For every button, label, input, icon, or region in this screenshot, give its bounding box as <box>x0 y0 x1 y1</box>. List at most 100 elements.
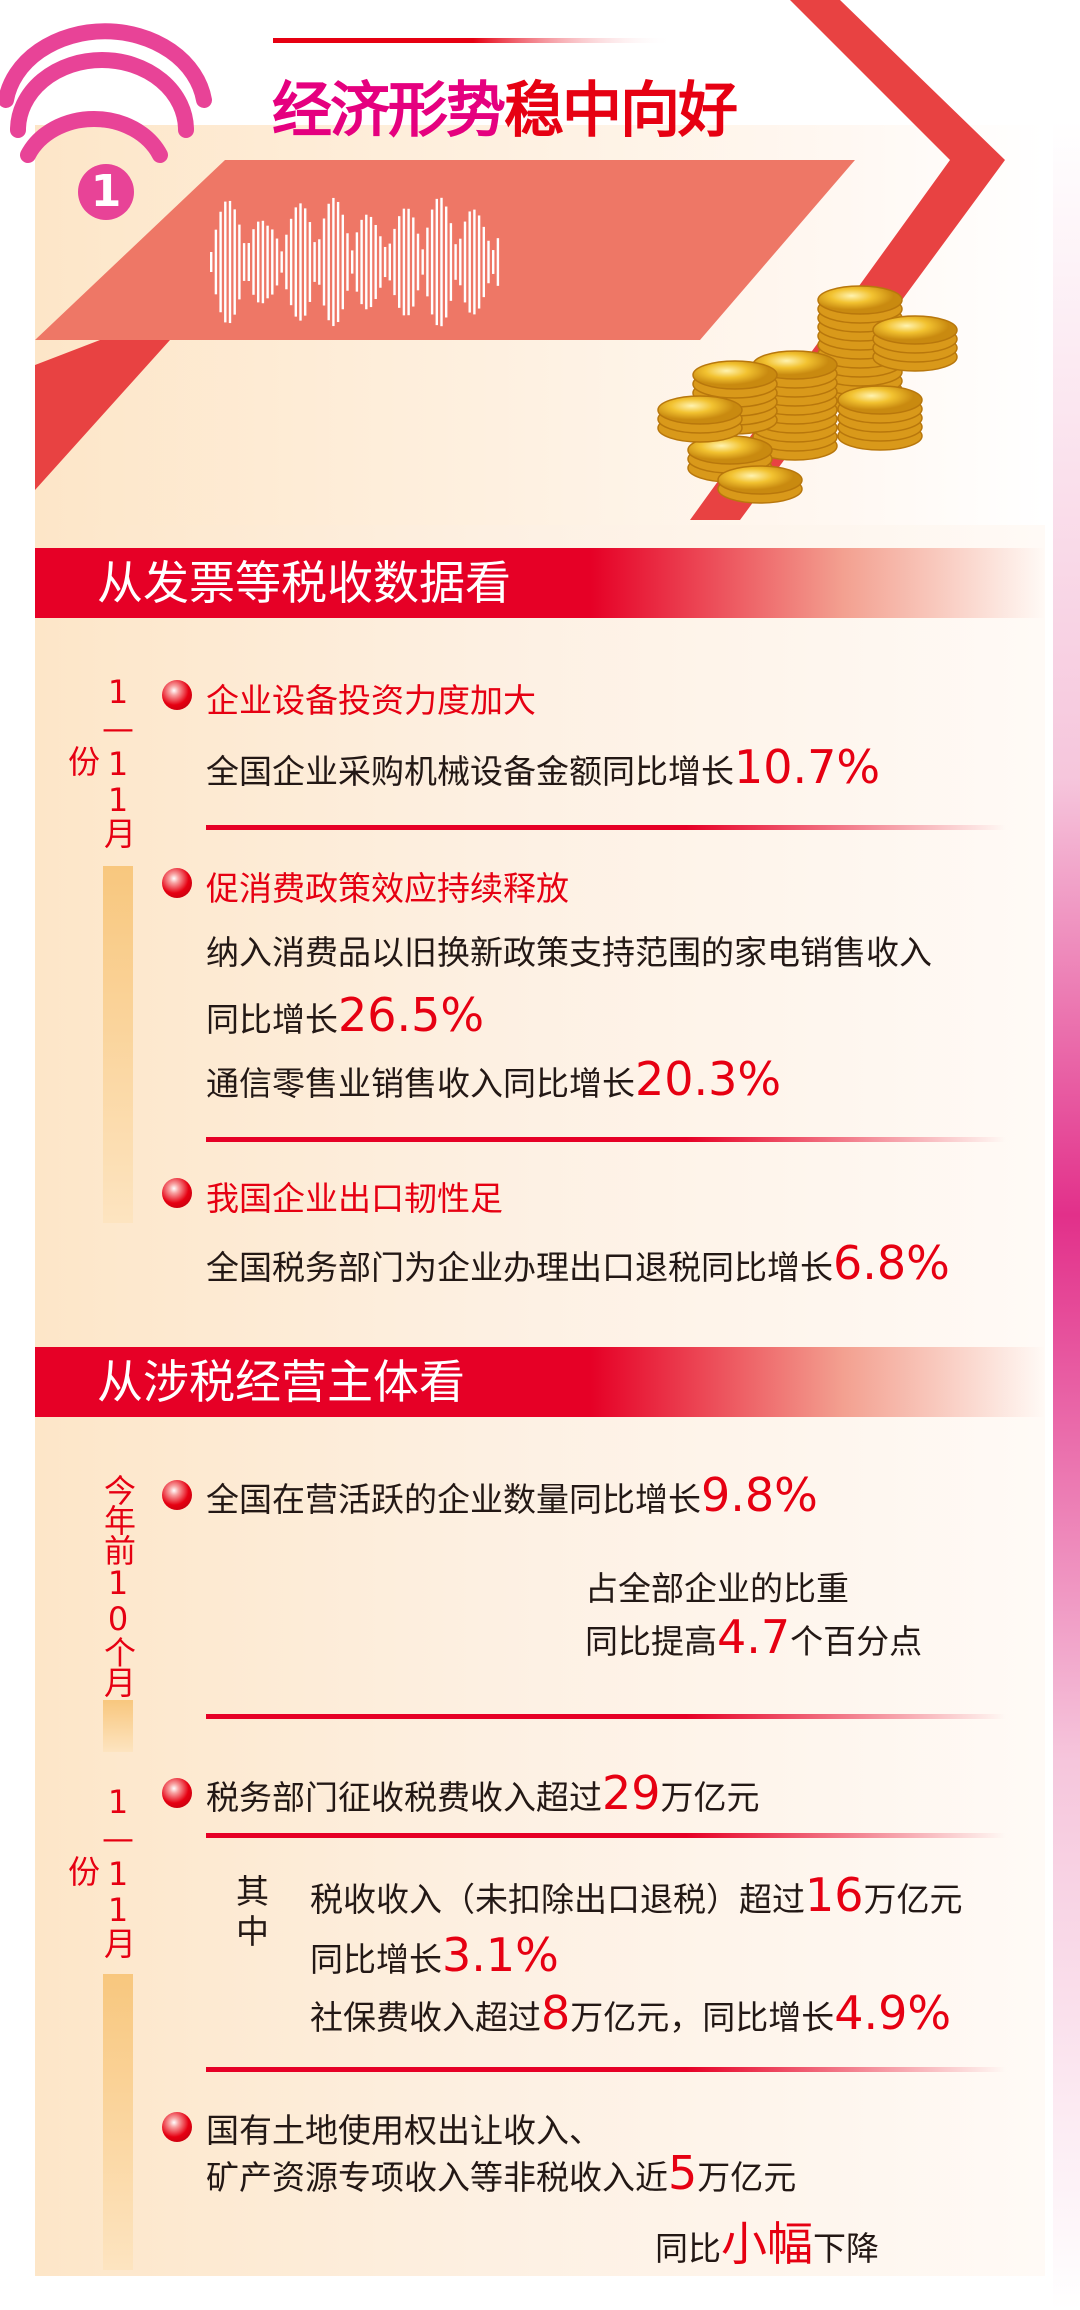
wave-bar <box>374 224 377 300</box>
header-graphic <box>0 0 1005 520</box>
divider <box>206 825 1006 830</box>
wave-bar <box>388 243 391 281</box>
wave-bar <box>360 219 363 305</box>
bullet-icon <box>162 1480 192 1510</box>
wave-bar <box>233 209 236 315</box>
wave-bar <box>257 221 260 303</box>
coin <box>692 360 778 390</box>
item-line: 纳入消费品以旧换新政策支持范围的家电销售收入 <box>206 933 932 972</box>
wave-bar <box>304 208 307 316</box>
wave-bar <box>365 214 368 310</box>
wave-bar <box>383 246 387 278</box>
divider <box>206 1833 1006 1838</box>
wave-bar <box>463 221 467 303</box>
item-line: 矿产资源专项收入等非税收入近5万亿元 <box>206 2146 797 2200</box>
wave-bar <box>313 242 316 282</box>
item-line: 全国税务部门为企业办理出口退税同比增长6.8% <box>206 1236 950 1290</box>
wave-bar <box>346 233 349 291</box>
wave-bar <box>393 228 396 296</box>
wave-bar <box>322 218 326 306</box>
wave-bar <box>285 234 288 290</box>
item-line: 占全部企业的比重 <box>585 1569 849 1608</box>
wave-bar <box>435 198 438 326</box>
wave-bar <box>228 200 232 324</box>
bullet-icon <box>162 1178 192 1208</box>
coin <box>872 315 958 345</box>
bullet-icon <box>162 868 192 898</box>
wave-bar <box>336 201 340 323</box>
period-label: 1—11月份 <box>63 673 137 847</box>
item-line: 社保费收入超过8万亿元，同比增长4.9% <box>310 1986 952 2040</box>
period-bar <box>103 1974 133 2270</box>
wave-bar <box>210 252 213 272</box>
bullet-icon <box>162 680 192 710</box>
wave-bar <box>426 227 429 297</box>
wave-bar <box>327 203 330 321</box>
sound-wave-icon <box>210 197 500 327</box>
item-line: 国有土地使用权出让收入、 <box>206 2111 602 2150</box>
wave-bar <box>482 226 485 298</box>
page-title: 经济形势稳中向好 <box>272 76 738 146</box>
item-line: 全国企业采购机械设备金额同比增长10.7% <box>206 740 881 794</box>
content-panel <box>35 330 1045 2276</box>
period-label: 1—11月份 <box>63 1783 137 1957</box>
wave-bar <box>294 207 297 317</box>
side-decoration-strip <box>1053 120 1080 2310</box>
bullet-icon <box>162 2112 192 2142</box>
wave-bar <box>351 250 354 274</box>
coin <box>717 465 803 495</box>
wave-bar <box>318 239 321 285</box>
wave-bar <box>341 214 344 310</box>
item-line: 同比提高4.7个百分点 <box>585 1610 923 1664</box>
wave-bar <box>496 238 500 286</box>
item-line: 通信零售业销售收入同比增长20.3% <box>206 1052 782 1106</box>
section-number-badge: 1 <box>78 164 134 220</box>
wave-bar <box>487 240 490 284</box>
bullet-icon <box>162 1778 192 1808</box>
divider <box>206 1137 1006 1142</box>
wave-bar <box>224 201 227 323</box>
wave-bar <box>440 197 443 327</box>
gold-coins-icon <box>657 285 958 504</box>
wave-bar <box>492 250 495 274</box>
item-line: 税收收入（未扣除出口退税）超过16万亿元 <box>310 1868 963 1922</box>
coin <box>817 285 903 315</box>
chevron-arrow-icon <box>690 0 1005 520</box>
wave-bar <box>289 218 293 306</box>
wave-bar <box>219 211 222 313</box>
item-line: 同比小幅下降 <box>655 2217 879 2271</box>
item-line: 同比增长26.5% <box>206 988 485 1042</box>
wave-bar <box>398 216 401 308</box>
wave-bar <box>449 223 453 301</box>
item-heading: 促消费政策效应持续释放 <box>206 869 569 908</box>
divider <box>206 1714 1006 1719</box>
wave-bar <box>242 243 246 281</box>
wave-bar <box>332 197 335 327</box>
wave-bar <box>454 244 457 280</box>
signal-icon <box>0 23 212 163</box>
wave-bar <box>214 229 218 295</box>
wave-bar <box>412 217 415 307</box>
item-line: 全国在营活跃的企业数量同比增长9.8% <box>206 1468 818 1522</box>
wave-bar <box>266 225 269 299</box>
of-which-label: 其中 <box>236 1872 269 1951</box>
wave-bar <box>308 222 312 302</box>
item-line: 税务部门征收税费收入超过29万亿元 <box>206 1766 760 1820</box>
section-banner-invoice: 从发票等税收数据看 <box>35 548 1045 618</box>
coin <box>657 395 743 425</box>
period-label: 今年前10个月 <box>99 1474 137 1696</box>
wave-bar <box>280 251 283 273</box>
wave-bar <box>407 208 410 316</box>
wave-bar <box>416 233 420 291</box>
divider <box>206 2067 1006 2072</box>
wave-bar <box>421 249 424 275</box>
period-bar <box>103 866 133 1223</box>
wave-bar <box>247 243 250 281</box>
wave-bar <box>473 209 476 315</box>
item-line: 同比增长3.1% <box>310 1928 559 1982</box>
period-bar <box>103 1700 133 1752</box>
wave-bar <box>459 238 462 286</box>
wave-bar <box>275 238 279 286</box>
wave-bar <box>355 232 359 292</box>
wave-bar <box>379 236 382 288</box>
